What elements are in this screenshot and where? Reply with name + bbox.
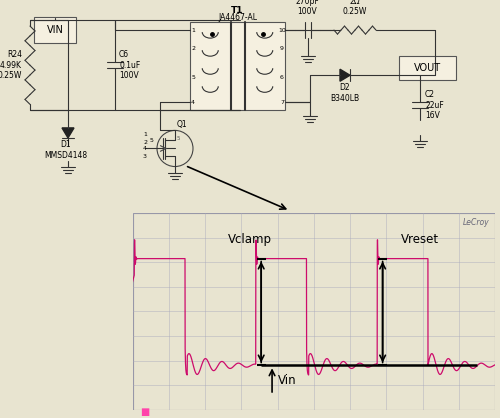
Text: 3: 3	[143, 154, 147, 159]
Text: LeCroy: LeCroy	[463, 218, 489, 227]
Text: Vreset: Vreset	[401, 233, 439, 246]
Text: 1: 1	[143, 132, 147, 137]
Bar	[190, 22, 285, 110]
FancyBboxPatch shape	[34, 17, 76, 43]
Text: 5: 5	[149, 138, 153, 143]
Text: VOUT: VOUT	[414, 63, 440, 73]
Text: 1: 1	[191, 28, 195, 33]
Text: 10: 10	[278, 28, 286, 33]
Text: D1
MMSD4148: D1 MMSD4148	[44, 140, 88, 160]
Text: C6
0.1uF
100V: C6 0.1uF 100V	[119, 50, 140, 80]
Text: Vin: Vin	[278, 374, 296, 387]
Text: R2
2Ω
0.25W: R2 2Ω 0.25W	[343, 0, 367, 16]
Text: Q1: Q1	[177, 120, 188, 129]
Text: C2
22uF
16V: C2 22uF 16V	[425, 90, 444, 120]
Text: ■: ■	[140, 407, 149, 417]
Text: T1: T1	[231, 5, 244, 15]
Text: R24
4.99K
0.25W: R24 4.99K 0.25W	[0, 50, 22, 80]
Text: 2: 2	[143, 140, 147, 145]
Text: 4: 4	[143, 146, 147, 151]
Text: C1
270pF
100V: C1 270pF 100V	[296, 0, 320, 16]
Text: Vclamp: Vclamp	[228, 233, 272, 246]
Text: 5: 5	[191, 75, 195, 80]
Text: 4: 4	[191, 100, 195, 105]
Text: 7: 7	[280, 100, 284, 105]
Text: 6: 6	[280, 75, 284, 80]
Polygon shape	[62, 128, 74, 138]
Text: D2
B340LB: D2 B340LB	[330, 83, 360, 103]
Text: 9: 9	[280, 46, 284, 51]
Text: 5: 5	[177, 136, 180, 141]
Text: JA4467-AL: JA4467-AL	[218, 13, 257, 22]
Polygon shape	[340, 69, 350, 81]
Text: 2: 2	[191, 46, 195, 51]
FancyBboxPatch shape	[399, 56, 456, 80]
Text: VIN: VIN	[46, 25, 64, 35]
